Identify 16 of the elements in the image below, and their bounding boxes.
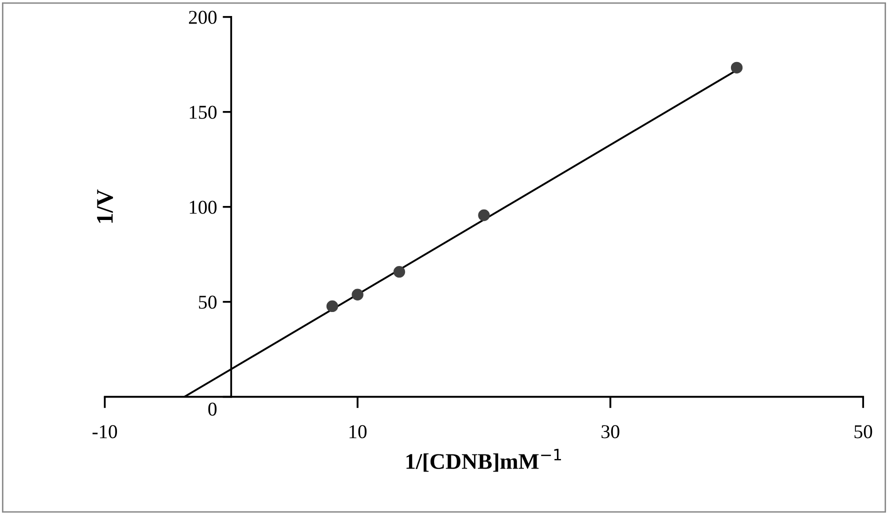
y-tick-label: 100 <box>190 200 217 214</box>
y-tick-label: 50 <box>198 296 217 309</box>
y-tick-label: 200 <box>188 10 217 24</box>
x-tick-label: 10 <box>350 425 367 438</box>
y-tick-label: 0 <box>208 402 217 416</box>
point <box>730 62 743 74</box>
point <box>393 266 406 278</box>
x-axis-title: 1/[CDNB]mM$^{−1}$ <box>406 448 561 472</box>
point <box>326 300 338 312</box>
point <box>352 288 364 300</box>
y-tick-label: 150 <box>190 106 217 119</box>
point <box>478 209 490 222</box>
x-tick-label: 50 <box>854 425 872 438</box>
x-tick-label: 30 <box>602 425 620 438</box>
y-axis-title: 1/V <box>97 189 114 223</box>
x-tick-label: -10 <box>92 425 118 438</box>
